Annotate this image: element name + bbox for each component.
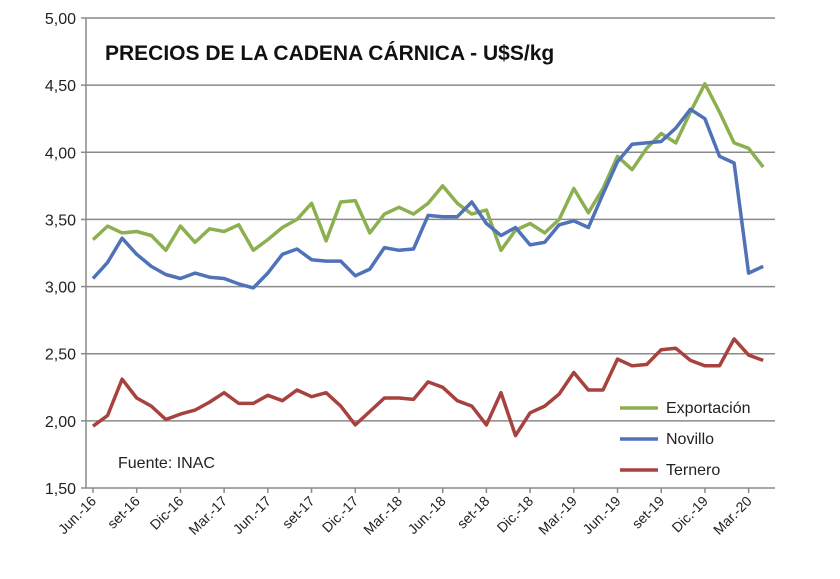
x-tick-label: set-19 xyxy=(629,493,668,532)
y-tick-label: 4,50 xyxy=(45,78,76,95)
y-tick-label: 2,50 xyxy=(45,347,76,364)
source-annotation: Fuente: INAC xyxy=(118,455,215,472)
x-tick-label: Dic.-17 xyxy=(319,493,362,536)
x-tick-label: Mar.-20 xyxy=(710,493,755,538)
y-tick-label: 2,00 xyxy=(45,414,76,431)
x-tick-label: set-18 xyxy=(454,493,493,532)
x-tick-label: Mar.-17 xyxy=(185,493,230,538)
legend-label: Ternero xyxy=(666,462,720,479)
y-tick-label: 4,00 xyxy=(45,145,76,162)
x-tick-label: Mar.-19 xyxy=(535,493,580,538)
x-tick-label: Dic.-19 xyxy=(668,493,711,536)
series-line-exportación xyxy=(91,82,765,253)
series-line-ternero xyxy=(91,337,764,438)
legend-label: Novillo xyxy=(666,431,714,448)
series-line-novillo xyxy=(91,107,764,290)
x-tick-label: Jun.-17 xyxy=(230,493,274,537)
x-tick-label: Jun.-19 xyxy=(579,493,623,537)
x-tick-label: Dic-16 xyxy=(147,493,187,533)
x-tick-label: set-17 xyxy=(279,493,318,532)
y-tick-label: 3,50 xyxy=(45,212,76,229)
y-tick-label: 3,00 xyxy=(45,280,76,297)
x-tick-label: Jun.-18 xyxy=(404,493,448,537)
x-tick-label: Dic.-18 xyxy=(494,493,537,536)
legend: Exportación Novillo Ternero xyxy=(620,400,751,479)
x-tick-label: Jun.-16 xyxy=(55,493,99,537)
y-tick-label: 5,00 xyxy=(45,11,76,28)
y-tick-label: 1,50 xyxy=(45,481,76,498)
x-tick-label: Mar.-18 xyxy=(360,493,405,538)
legend-label: Exportación xyxy=(666,400,751,417)
x-tick-label: set-16 xyxy=(104,493,143,532)
chart-title: PRECIOS DE LA CADENA CÁRNICA - U$S/kg xyxy=(105,42,554,65)
